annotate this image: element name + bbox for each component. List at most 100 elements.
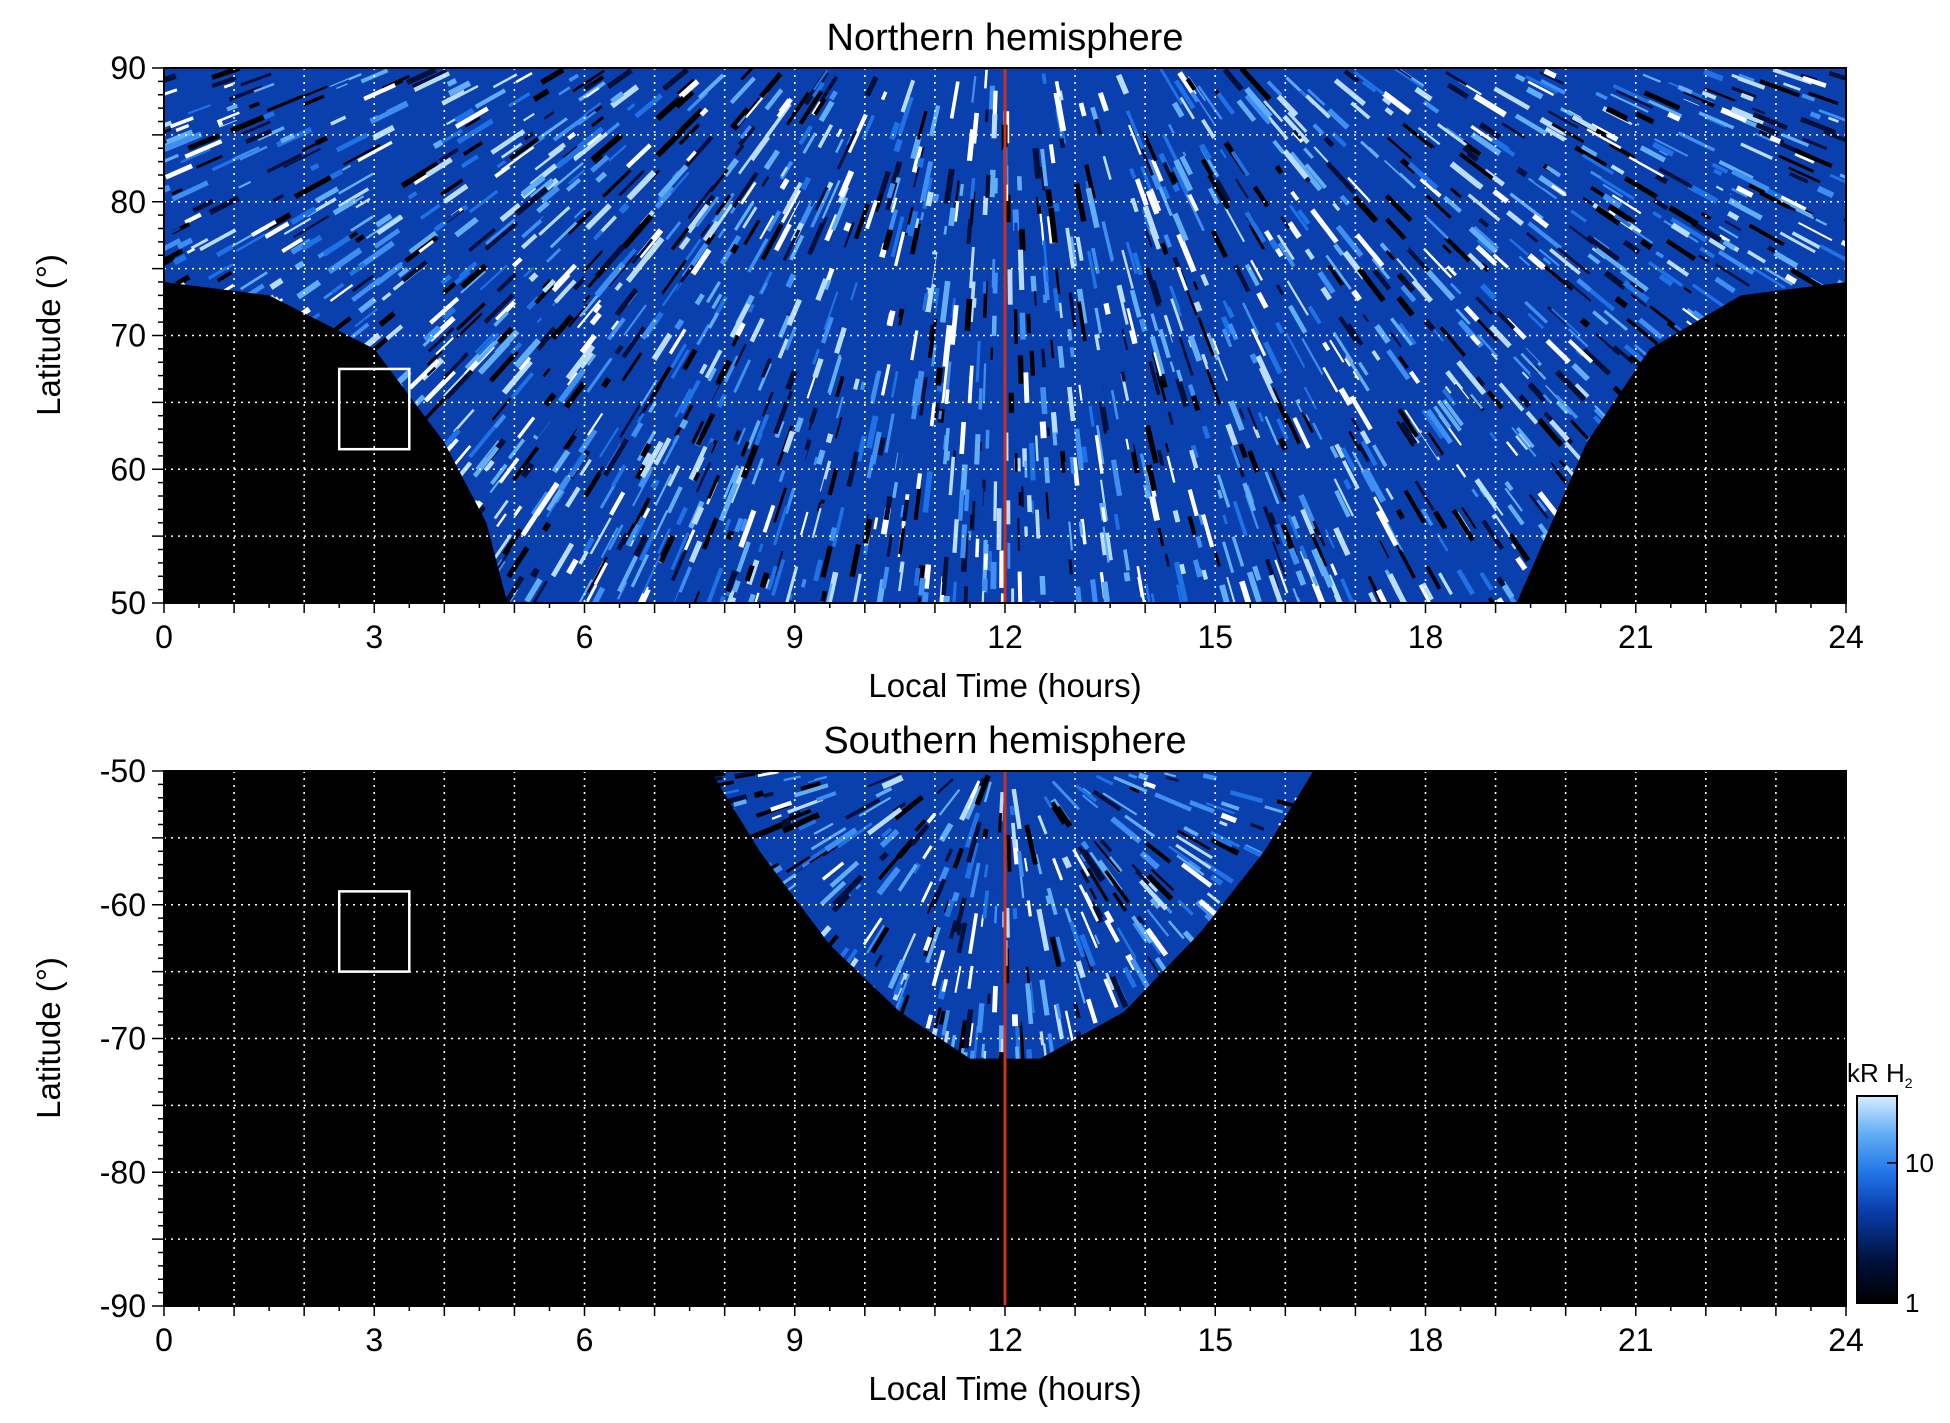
south-emission-streak — [1074, 972, 1086, 1004]
north-emission-streak — [1289, 151, 1306, 170]
south-emission-streak — [1164, 772, 1177, 778]
north-emission-streak — [810, 189, 831, 228]
north-emission-streak — [164, 248, 184, 267]
north-emission-streak — [640, 442, 652, 458]
north-emission-streak — [375, 213, 393, 228]
south-emission-streak — [1220, 801, 1240, 811]
north-emission-streak — [778, 98, 791, 113]
north-emission-streak — [1153, 351, 1162, 377]
north-emission-streak — [753, 268, 764, 285]
north-emission-streak — [435, 336, 454, 356]
north-emission-streak — [799, 448, 808, 462]
north-emission-streak — [825, 571, 839, 603]
north-emission-streak — [508, 92, 531, 108]
north-emission-streak — [836, 128, 843, 138]
north-emission-streak — [1513, 355, 1533, 377]
north-emission-streak — [350, 141, 381, 161]
north-emission-streak — [1446, 265, 1458, 277]
south-emission-streak — [881, 827, 893, 838]
north-emission-streak — [1458, 152, 1494, 180]
north-emission-streak — [1527, 381, 1547, 403]
north-emission-streak — [338, 172, 374, 195]
north-emission-streak — [1385, 487, 1394, 501]
north-emission-streak — [691, 506, 705, 526]
north-emission-streak — [577, 141, 589, 152]
north-emission-streak — [974, 434, 981, 465]
northern-x-ticks: 0 3 6 9 12 15 18 21 24 — [155, 603, 1864, 655]
north-emission-streak — [445, 369, 474, 400]
north-emission-streak — [1057, 345, 1065, 368]
north-emission-streak — [1033, 218, 1038, 244]
north-emission-streak — [600, 527, 619, 559]
north-emission-streak — [329, 283, 354, 302]
north-emission-streak — [890, 161, 903, 185]
north-emission-streak — [731, 171, 759, 209]
north-emission-streak — [812, 69, 829, 91]
north-emission-streak — [290, 206, 317, 225]
north-emission-streak — [1442, 399, 1464, 427]
north-emission-streak — [1032, 147, 1042, 179]
north-emission-streak — [1174, 300, 1182, 317]
north-emission-streak — [966, 129, 976, 162]
north-emission-streak — [1190, 444, 1199, 459]
north-emission-streak — [164, 217, 182, 237]
north-emission-streak — [164, 73, 177, 88]
north-emission-streak — [1593, 600, 1622, 603]
north-emission-streak — [813, 559, 824, 582]
north-emission-streak — [982, 195, 989, 216]
north-emission-streak — [1169, 171, 1179, 184]
north-emission-streak — [1623, 175, 1658, 199]
north-emission-streak — [687, 185, 715, 220]
north-emission-streak — [1304, 248, 1315, 261]
north-emission-streak — [1730, 106, 1765, 126]
north-emission-streak — [518, 356, 532, 371]
south-emission-streak — [1036, 908, 1050, 952]
north-emission-streak — [890, 370, 899, 398]
north-emission-streak — [915, 473, 923, 490]
north-emission-streak — [1316, 557, 1333, 589]
north-emission-streak — [1110, 459, 1123, 497]
south-emission-streak — [1229, 790, 1264, 804]
north-emission-streak — [785, 370, 798, 391]
south-emission-streak — [862, 917, 883, 946]
north-emission-streak — [1481, 367, 1491, 377]
south-emission-streak — [956, 922, 963, 936]
north-emission-streak — [899, 263, 905, 277]
north-emission-streak — [883, 390, 890, 403]
north-emission-streak — [1773, 250, 1799, 269]
north-emission-streak — [1179, 155, 1194, 176]
north-emission-streak — [355, 266, 378, 285]
north-emission-streak — [867, 497, 877, 520]
north-emission-streak — [272, 194, 285, 203]
north-emission-streak — [794, 416, 804, 433]
north-emission-streak — [644, 236, 665, 260]
north-emission-streak — [1207, 173, 1231, 210]
north-emission-streak — [1403, 489, 1426, 524]
north-emission-streak — [896, 288, 906, 307]
north-emission-streak — [1491, 352, 1498, 361]
north-emission-streak — [1220, 520, 1230, 539]
south-emission-streak — [1154, 792, 1192, 812]
north-emission-streak — [846, 135, 854, 146]
north-emission-streak — [966, 365, 970, 376]
north-emission-streak — [408, 358, 440, 390]
north-emission-streak — [499, 202, 522, 222]
north-emission-streak — [760, 223, 784, 261]
north-emission-streak — [734, 144, 745, 156]
north-emission-streak — [554, 143, 585, 170]
north-emission-streak — [586, 354, 597, 366]
north-emission-streak — [640, 440, 664, 479]
north-emission-streak — [1620, 268, 1649, 292]
north-emission-streak — [835, 138, 844, 154]
north-emission-streak — [1146, 464, 1158, 492]
north-emission-streak — [922, 176, 933, 210]
north-emission-streak — [1374, 324, 1391, 344]
north-emission-streak — [1123, 571, 1131, 582]
north-emission-streak — [670, 532, 690, 571]
south-emission-streak — [810, 880, 831, 899]
north-emission-streak — [1222, 68, 1244, 92]
north-emission-streak — [1125, 428, 1135, 453]
north-emission-streak — [1790, 267, 1825, 291]
north-emission-streak — [707, 474, 721, 500]
north-emission-streak — [714, 595, 726, 603]
